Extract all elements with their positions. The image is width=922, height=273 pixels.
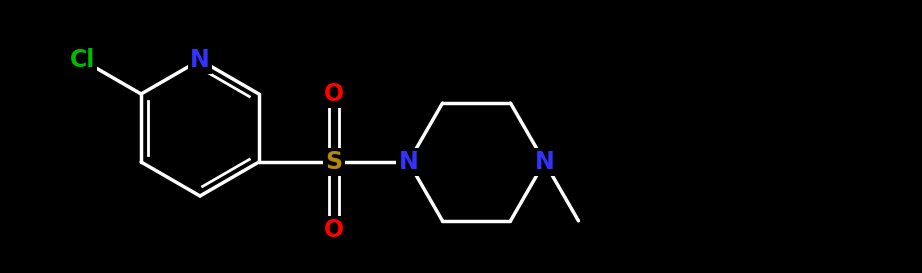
Text: O: O: [324, 82, 344, 106]
Text: N: N: [535, 150, 554, 174]
Text: N: N: [398, 150, 419, 174]
Text: Cl: Cl: [69, 48, 95, 72]
Text: N: N: [190, 48, 210, 72]
Text: S: S: [325, 150, 342, 174]
Text: O: O: [324, 218, 344, 242]
